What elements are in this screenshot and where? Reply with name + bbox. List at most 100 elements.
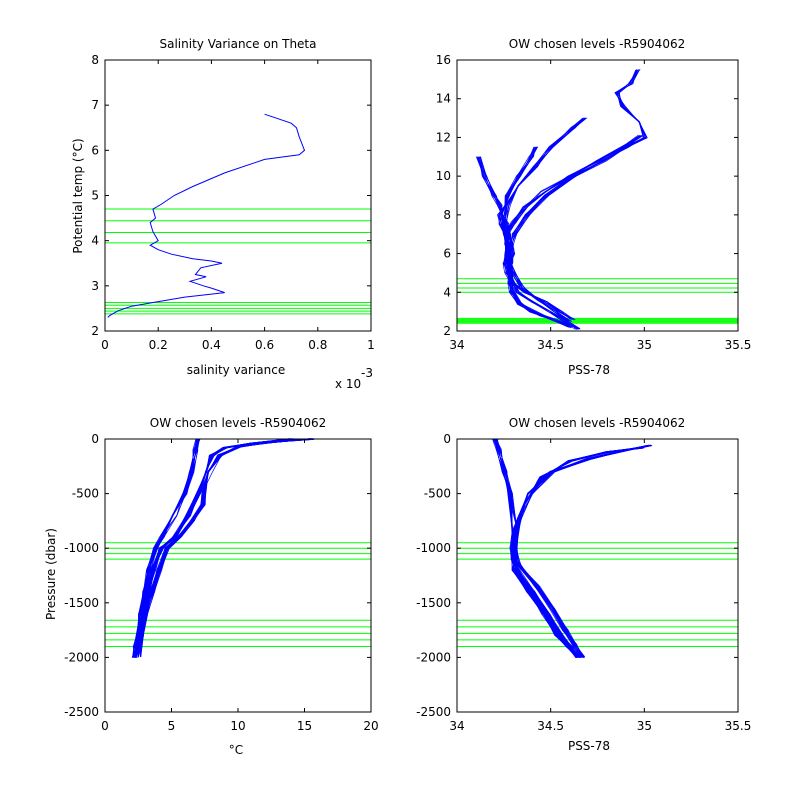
y-tick-label: -2500 [416, 705, 451, 719]
panel-top-right: OW chosen levels -R5904062 PSS-78 34 34.5… [436, 37, 752, 377]
x-axis-label: PSS-78 [568, 363, 610, 377]
profile-line [513, 445, 653, 658]
y-tick-label: -2000 [416, 650, 451, 664]
chosen-levels [457, 278, 738, 324]
x-tick-label: 34.5 [537, 719, 564, 733]
x-tick-label: 34 [449, 719, 464, 733]
chosen-levels [105, 208, 371, 315]
y-tick-label: 7 [91, 98, 99, 112]
profile-line [512, 444, 650, 658]
y-tick-label: 0 [443, 432, 451, 446]
plot-lines [107, 113, 306, 318]
y-axis-label: Potential temp (°C) [71, 138, 85, 253]
x-tick-label: 35.5 [725, 719, 752, 733]
chosen-levels [105, 542, 371, 647]
x-axis-label: PSS-78 [568, 739, 610, 753]
y-tick-label: -1000 [64, 541, 99, 555]
y-tick-label: 4 [91, 234, 99, 248]
y-tick-label: 14 [436, 92, 451, 106]
profile-line [514, 445, 651, 658]
profile-line [480, 156, 581, 329]
y-tick-label: 6 [443, 247, 451, 261]
profile-line [506, 118, 583, 322]
y-tick-label: 12 [436, 130, 451, 144]
profile-line [477, 156, 579, 330]
profile-line [511, 447, 645, 658]
y-tick-label: -1500 [64, 596, 99, 610]
panel-bottom-left: OW chosen levels -R5904062 °C Pressure (… [44, 416, 379, 757]
profile-line [140, 438, 312, 658]
axes-box [104, 438, 372, 713]
y-tick-label: 10 [436, 169, 451, 183]
profile-line [507, 69, 644, 326]
axes-box [456, 438, 739, 713]
y-tick-label: 8 [91, 53, 99, 67]
x-tick-label: 35.5 [725, 338, 752, 352]
x-tick-label: 0.8 [308, 338, 327, 352]
axes-box [456, 59, 739, 332]
axes-background [457, 439, 738, 712]
chart-title: Salinity Variance on Theta [160, 37, 317, 51]
x-tick-label: 0.4 [202, 338, 221, 352]
profile-line [509, 69, 646, 326]
chart-title: OW chosen levels -R5904062 [150, 416, 326, 430]
axes-background [457, 60, 738, 331]
x-tick-label: 0.2 [149, 338, 168, 352]
y-tick-label: -500 [424, 487, 451, 501]
x-tick-label: 0 [101, 338, 109, 352]
y-tick-label: 4 [443, 285, 451, 299]
x-tick-label: 35 [637, 338, 652, 352]
panel-bottom-right: OW chosen levels -R5904062 PSS-78 34 34.5… [416, 416, 751, 753]
y-tick-label: 2 [443, 324, 451, 338]
plot-lines [131, 438, 315, 658]
chart-title: OW chosen levels -R5904062 [509, 37, 685, 51]
axis-ticks: 0 5 10 15 20 -2500 -2000 -1500 -1000 -500 0 [64, 432, 379, 733]
y-tick-label: -2000 [64, 650, 99, 664]
axes-box [104, 59, 372, 332]
y-tick-label: 0 [91, 432, 99, 446]
y-tick-label: -1000 [416, 541, 451, 555]
x-axis-exponent-base: x 10 [335, 377, 361, 391]
y-tick-label: 6 [91, 143, 99, 157]
profile-line [132, 439, 199, 658]
y-tick-label: 16 [436, 53, 451, 67]
profile-line [509, 70, 648, 327]
x-tick-label: 15 [297, 719, 312, 733]
x-tick-label: 34 [449, 338, 464, 352]
axis-ticks: 0 0.2 0.4 0.6 0.8 1 2 3 4 5 6 7 8 [91, 53, 374, 352]
x-tick-label: 1 [367, 338, 375, 352]
x-axis-exponent-power: -3 [361, 366, 373, 380]
x-tick-label: 34.5 [537, 338, 564, 352]
x-axis-label: salinity variance [187, 363, 286, 377]
x-tick-label: 35 [637, 719, 652, 733]
profile-line [107, 113, 306, 318]
axes-background [105, 60, 371, 331]
plot-lines [475, 68, 648, 330]
y-tick-label: 5 [91, 189, 99, 203]
profile-line [138, 438, 314, 658]
plot-lines [492, 438, 653, 659]
x-tick-label: 5 [168, 719, 176, 733]
panel-top-left: Salinity Variance on Theta salinity vari… [71, 37, 375, 391]
x-tick-label: 0 [101, 719, 109, 733]
x-tick-label: 0.6 [255, 338, 274, 352]
x-axis-label: °C [229, 743, 243, 757]
y-tick-label: 8 [443, 208, 451, 222]
y-tick-label: -1500 [416, 596, 451, 610]
y-axis-label: Pressure (dbar) [44, 528, 58, 620]
y-tick-label: -500 [72, 487, 99, 501]
y-tick-label: -2500 [64, 705, 99, 719]
axes-background [105, 439, 371, 712]
chosen-levels [457, 542, 738, 647]
x-tick-label: 20 [363, 719, 378, 733]
profile-line [132, 439, 198, 658]
x-tick-label: 10 [230, 719, 245, 733]
y-tick-label: 2 [91, 324, 99, 338]
chart-title: OW chosen levels -R5904062 [509, 416, 685, 430]
y-tick-label: 3 [91, 279, 99, 293]
profile-line [510, 446, 642, 658]
axis-ticks: 34 34.5 35 35.5 -2500 -2000 -1500 -1000 -500 0 [416, 432, 751, 733]
axis-ticks: 34 34.5 35 35.5 2 4 6 8 10 12 14 16 [436, 53, 752, 352]
